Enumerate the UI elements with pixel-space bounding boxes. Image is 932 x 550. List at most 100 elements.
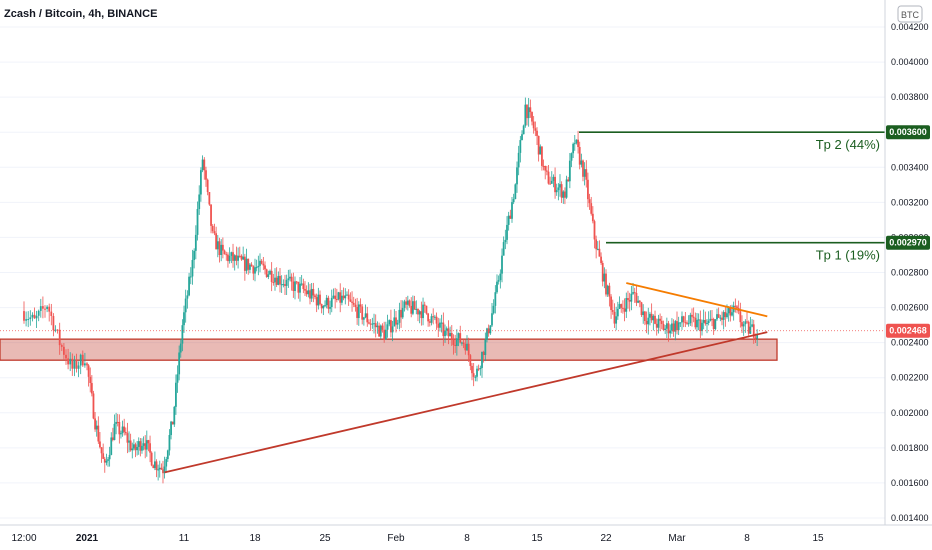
- candle-body: [352, 302, 355, 305]
- candle-body: [349, 299, 352, 302]
- candle-body: [282, 284, 285, 286]
- candle-body: [593, 221, 596, 240]
- candle-body: [578, 146, 581, 165]
- candle-body: [702, 319, 705, 323]
- candle-body: [327, 297, 330, 309]
- candle-body: [67, 358, 69, 365]
- candle-body: [249, 264, 251, 270]
- candle-body: [464, 343, 467, 351]
- time-axis[interactable]: 12:00 2021 11 18 25 Feb 8 15 22 Mar 8 15: [11, 533, 824, 544]
- rising-trendline[interactable]: [164, 331, 768, 474]
- candle-body: [194, 234, 197, 251]
- candle-body: [696, 319, 698, 328]
- candle-body: [699, 319, 702, 332]
- candle-body: [381, 325, 384, 330]
- candle-body: [121, 426, 124, 434]
- candle-body: [324, 305, 326, 307]
- candle-body: [359, 304, 362, 307]
- candle-body: [461, 342, 463, 344]
- candle-body: [63, 346, 65, 355]
- candle-body: [492, 305, 495, 314]
- candle-body: [280, 284, 283, 286]
- candle-body: [587, 179, 589, 200]
- currency-badge[interactable]: BTC: [897, 5, 923, 23]
- candle-body: [290, 276, 293, 282]
- candle-body: [312, 288, 315, 296]
- candle-body: [97, 425, 100, 442]
- candle-body: [371, 323, 374, 325]
- candle-body: [754, 337, 757, 339]
- candle-body: [337, 292, 340, 300]
- candle-body: [94, 418, 96, 430]
- candle-body: [598, 248, 601, 257]
- candle-body: [527, 107, 530, 119]
- price-tick-label: 0.002400: [891, 338, 929, 348]
- candle-body: [449, 333, 451, 337]
- candle-body: [37, 310, 40, 316]
- candle-body: [450, 333, 453, 341]
- price-tick-label: 0.001600: [891, 478, 929, 488]
- candle-body: [304, 289, 306, 291]
- candle-body: [716, 314, 718, 320]
- candle-body: [342, 295, 345, 299]
- candle-body: [245, 258, 248, 271]
- candle-body: [466, 343, 468, 351]
- candle-body: [462, 342, 465, 344]
- candle-body: [509, 215, 512, 219]
- candle-body: [42, 306, 44, 309]
- candle-body: [272, 281, 275, 283]
- candle-body: [650, 313, 653, 321]
- candle-body: [625, 298, 628, 312]
- candle-body: [115, 421, 117, 424]
- candle-body: [198, 194, 201, 209]
- candle-body: [260, 260, 263, 264]
- candle-body: [285, 279, 288, 286]
- candle-body: [58, 329, 61, 346]
- price-tick-label: 0.003800: [891, 92, 929, 102]
- candle-body: [596, 248, 599, 250]
- candle-body: [622, 307, 624, 309]
- candle-body: [39, 306, 42, 311]
- candle-body: [615, 316, 618, 324]
- candle-body: [554, 176, 556, 193]
- candle-body: [739, 311, 742, 323]
- candle-body: [717, 314, 720, 318]
- candle-body: [95, 425, 98, 430]
- candle-body: [430, 316, 433, 323]
- candle-body: [183, 312, 185, 326]
- candle-body: [482, 351, 485, 356]
- candle-body: [111, 437, 114, 440]
- candle-body: [632, 292, 634, 294]
- candle-body: [374, 323, 377, 328]
- candle-body: [110, 437, 113, 455]
- candle-body: [494, 292, 497, 306]
- candle-body: [232, 252, 234, 261]
- candle-body: [339, 292, 342, 303]
- candle-body: [507, 215, 510, 225]
- candle-body: [300, 283, 303, 285]
- candle-body: [391, 326, 394, 333]
- candle-body: [320, 304, 323, 309]
- candle-body: [168, 435, 171, 451]
- candle-body: [559, 184, 561, 188]
- candle-body: [116, 421, 119, 423]
- candle-body: [71, 358, 74, 369]
- candle-body: [347, 294, 350, 300]
- candle-body: [583, 169, 586, 177]
- candle-body: [147, 440, 150, 444]
- target-label: Tp 1 (19%): [816, 248, 880, 263]
- candle-body: [741, 322, 743, 327]
- candle-body: [123, 426, 126, 432]
- candle-body: [105, 460, 108, 463]
- candle-body: [676, 321, 678, 331]
- support-zone[interactable]: [0, 338, 778, 361]
- candle-body: [334, 295, 337, 300]
- candle-body: [640, 302, 643, 316]
- candle-body: [645, 320, 648, 325]
- candle-body: [369, 323, 372, 325]
- price-axis[interactable]: 0.004200 0.004000 0.003800 0.003600 0.003400…: [891, 22, 929, 523]
- wedge-top-line[interactable]: [626, 282, 768, 318]
- candle-body: [497, 280, 500, 282]
- candle-body: [447, 328, 450, 337]
